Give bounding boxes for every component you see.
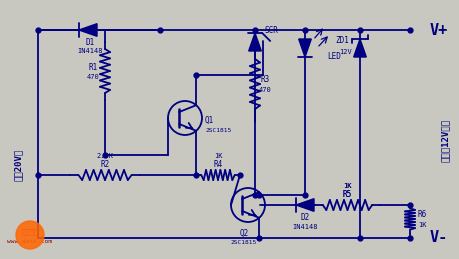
Text: R2: R2 xyxy=(100,161,109,169)
Polygon shape xyxy=(295,199,313,211)
Text: Q2: Q2 xyxy=(239,228,248,238)
Text: IN4148: IN4148 xyxy=(291,224,317,230)
Text: 1K: 1K xyxy=(213,153,222,159)
Text: R5: R5 xyxy=(342,191,351,199)
Text: 470: 470 xyxy=(86,74,99,80)
Text: R4: R4 xyxy=(213,161,222,169)
Text: LED: LED xyxy=(326,52,340,61)
Text: V+: V+ xyxy=(429,23,447,38)
Polygon shape xyxy=(79,24,97,36)
Polygon shape xyxy=(298,39,311,57)
Text: ZD1: ZD1 xyxy=(334,35,348,45)
Text: R3: R3 xyxy=(260,75,269,83)
Text: 交全20V入: 交全20V入 xyxy=(13,149,22,181)
Text: V-: V- xyxy=(429,231,447,246)
Text: R6: R6 xyxy=(416,211,425,219)
Text: 2.2K: 2.2K xyxy=(96,153,113,159)
Text: SCR: SCR xyxy=(264,25,278,34)
Text: 1K: 1K xyxy=(342,183,351,189)
Text: R1: R1 xyxy=(88,62,97,71)
Text: 1K: 1K xyxy=(417,222,425,228)
Text: www.dzsc.com: www.dzsc.com xyxy=(7,240,52,244)
Text: 2SC1815: 2SC1815 xyxy=(205,127,231,133)
Polygon shape xyxy=(353,39,365,57)
Polygon shape xyxy=(248,33,261,51)
Text: 输出至12V电池: 输出至12V电池 xyxy=(440,119,448,162)
Text: 470: 470 xyxy=(258,87,271,93)
Text: D2: D2 xyxy=(300,213,309,222)
Text: 12V: 12V xyxy=(339,49,352,55)
Text: 1K: 1K xyxy=(342,183,351,189)
Text: 2SC1815: 2SC1815 xyxy=(230,241,257,246)
Circle shape xyxy=(16,221,44,249)
Text: 维库一下: 维库一下 xyxy=(22,229,39,235)
Text: D1: D1 xyxy=(85,38,95,47)
Text: Q1: Q1 xyxy=(205,116,214,125)
Text: IN4148: IN4148 xyxy=(77,48,102,54)
Text: R5: R5 xyxy=(342,191,351,199)
